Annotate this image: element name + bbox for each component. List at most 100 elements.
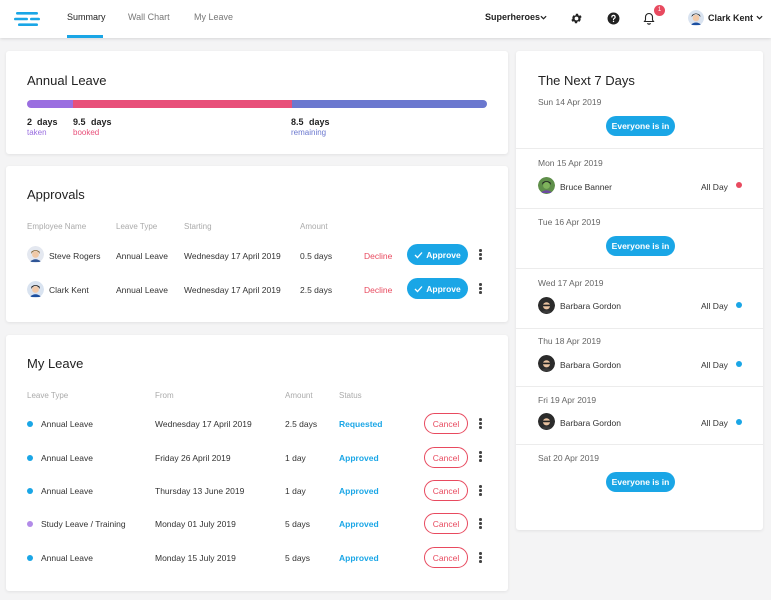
remaining-unit: days (309, 117, 330, 127)
leave-type-dot (27, 488, 33, 494)
decline-button[interactable]: Decline (364, 285, 393, 295)
everyone-in-badge: Everyone is in (606, 116, 675, 136)
employee-name: Clark Kent (49, 285, 89, 295)
person-name: Bruce Banner (560, 182, 612, 192)
amount: 0.5 days (300, 251, 333, 261)
column-header: Leave Type (27, 391, 69, 400)
gear-icon[interactable] (570, 12, 583, 25)
more-options-icon[interactable] (479, 552, 482, 563)
tab-my-leave[interactable]: My Leave (194, 12, 234, 22)
decline-button[interactable]: Decline (364, 251, 393, 261)
avatar (538, 355, 555, 372)
more-options-icon[interactable] (479, 518, 482, 529)
leave-type: Annual Leave (41, 419, 93, 429)
status-dot (736, 361, 742, 367)
bell-icon[interactable] (643, 12, 655, 25)
approve-button[interactable]: Approve (407, 278, 468, 299)
status-dot (736, 302, 742, 308)
column-header: From (155, 391, 174, 400)
chevron-down-icon[interactable] (756, 14, 763, 21)
card-title: My Leave (27, 356, 84, 371)
cancel-button[interactable]: Cancel (424, 480, 468, 501)
taken-label: taken (27, 128, 47, 137)
column-header: Amount (285, 391, 313, 400)
booked-unit: days (91, 117, 112, 127)
more-options-icon[interactable] (479, 418, 482, 429)
status-dot (736, 182, 742, 188)
chevron-down-icon[interactable] (540, 14, 547, 21)
divider (516, 268, 763, 269)
column-header: Starting (184, 222, 212, 231)
cancel-button[interactable]: Cancel (424, 547, 468, 568)
cancel-button[interactable]: Cancel (424, 413, 468, 434)
app-logo[interactable] (14, 11, 40, 27)
divider (516, 208, 763, 209)
leave-bar-taken (27, 100, 73, 108)
day-date: Fri 19 Apr 2019 (538, 395, 597, 405)
leave-type-dot (27, 521, 33, 527)
approve-label: Approve (426, 249, 461, 260)
check-icon (414, 251, 423, 258)
day-date: Wed 17 Apr 2019 (538, 278, 604, 288)
employee-name: Steve Rogers (49, 251, 101, 261)
column-header: Employee Name (27, 222, 87, 231)
day-date: Mon 15 Apr 2019 (538, 158, 603, 168)
user-name[interactable]: Clark Kent (708, 13, 754, 23)
day-date: Tue 16 Apr 2019 (538, 217, 601, 227)
everyone-in-badge: Everyone is in (606, 472, 675, 492)
top-bar: Summary Wall Chart My Leave Superheroes … (0, 0, 771, 38)
day-date: Sun 14 Apr 2019 (538, 97, 602, 107)
divider (516, 328, 763, 329)
help-icon[interactable] (607, 12, 620, 25)
leave-type: Annual Leave (116, 251, 168, 261)
status-badge: Approved (339, 553, 379, 563)
notification-badge: 1 (654, 5, 665, 16)
everyone-in-badge: Everyone is in (606, 236, 675, 256)
leave-type: Annual Leave (41, 453, 93, 463)
amount: 2.5 days (300, 285, 333, 295)
leave-type: Study Leave / Training (41, 519, 126, 529)
leave-type-dot (27, 455, 33, 461)
person-name: Barbara Gordon (560, 418, 621, 428)
approve-button[interactable]: Approve (407, 244, 468, 265)
more-options-icon[interactable] (479, 451, 482, 462)
person-name: Barbara Gordon (560, 301, 621, 311)
amount: 1 day (285, 453, 306, 463)
team-selector[interactable]: Superheroes (485, 12, 541, 22)
period-label: All Day (701, 301, 728, 311)
period-label: All Day (701, 418, 728, 428)
amount: 1 day (285, 486, 306, 496)
status-dot (736, 419, 742, 425)
status-badge: Approved (339, 519, 379, 529)
booked-label: booked (73, 128, 100, 137)
column-header: Status (339, 391, 362, 400)
from-date: Monday 01 July 2019 (155, 519, 236, 529)
card-title: Annual Leave (27, 73, 107, 88)
column-header: Amount (300, 222, 328, 231)
more-options-icon[interactable] (479, 249, 482, 260)
divider (516, 386, 763, 387)
leave-type: Annual Leave (41, 553, 93, 563)
avatar (538, 297, 555, 314)
day-date: Sat 20 Apr 2019 (538, 453, 599, 463)
more-options-icon[interactable] (479, 485, 482, 496)
card-title: Approvals (27, 187, 85, 202)
remaining-value: 8.5 (291, 117, 304, 127)
avatar[interactable] (688, 10, 704, 26)
amount: 5 days (285, 519, 311, 529)
leave-bar-booked (73, 100, 292, 108)
column-header: Leave Type (116, 222, 158, 231)
more-options-icon[interactable] (479, 283, 482, 294)
leave-type-dot (27, 421, 33, 427)
from-date: Friday 26 April 2019 (155, 453, 231, 463)
taken-value: 2 (27, 117, 33, 127)
avatar (538, 413, 555, 430)
tab-wall-chart[interactable]: Wall Chart (128, 12, 170, 22)
cancel-button[interactable]: Cancel (424, 513, 468, 534)
start-date: Wednesday 17 April 2019 (184, 285, 281, 295)
cancel-button[interactable]: Cancel (424, 447, 468, 468)
period-label: All Day (701, 360, 728, 370)
tab-summary[interactable]: Summary (67, 12, 106, 22)
leave-type: Annual Leave (41, 486, 93, 496)
avatar (538, 177, 555, 194)
